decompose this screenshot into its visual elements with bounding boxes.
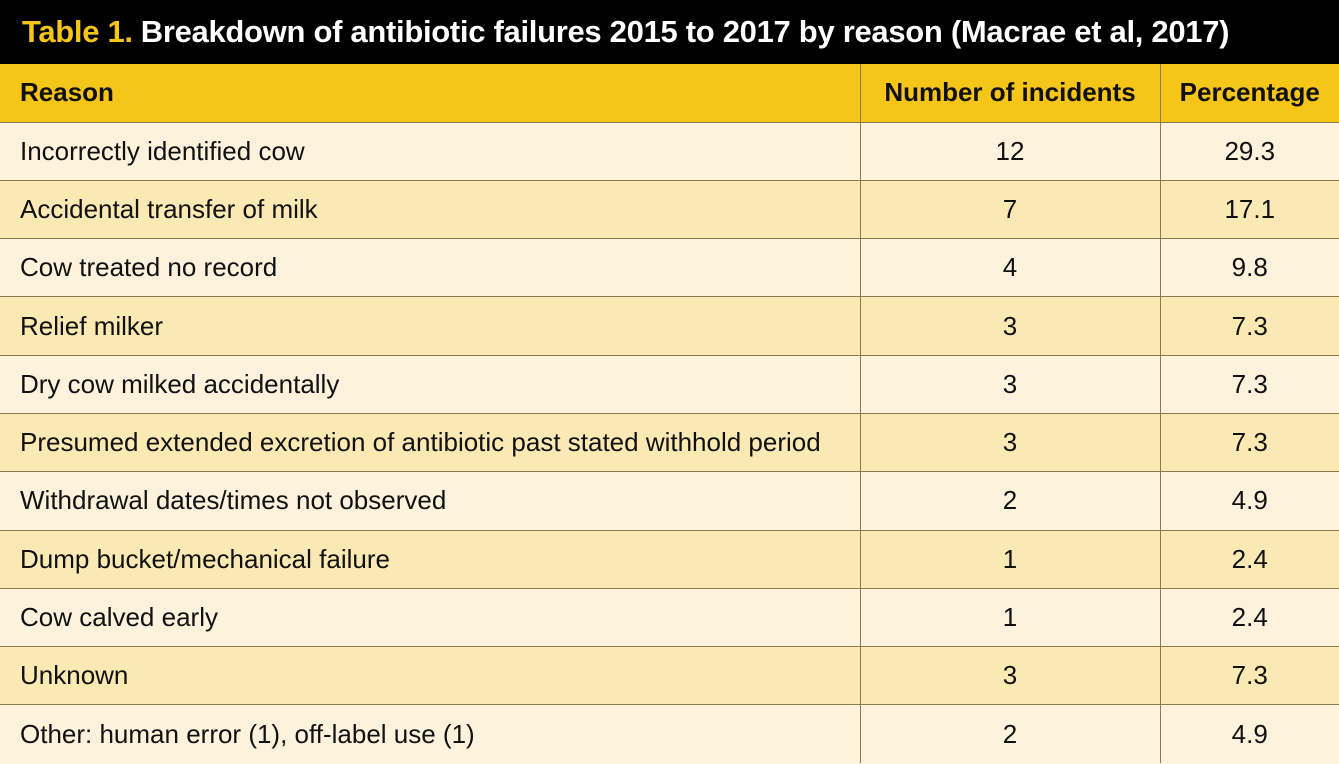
cell-reason: Withdrawal dates/times not observed xyxy=(0,471,861,531)
table-row: Relief milker 3 7.3 xyxy=(0,296,1339,356)
cell-reason: Incorrectly identified cow xyxy=(0,122,861,181)
table-row: Dump bucket/mechanical failure 1 2.4 xyxy=(0,530,1339,589)
cell-percentage: 7.3 xyxy=(1160,355,1339,414)
cell-reason: Accidental transfer of milk xyxy=(0,180,861,240)
header-percentage: Percentage xyxy=(1160,64,1339,123)
table-row: Unknown 3 7.3 xyxy=(0,646,1339,706)
cell-percentage: 17.1 xyxy=(1160,180,1339,240)
table-row: Cow treated no record 4 9.8 xyxy=(0,238,1339,298)
table-title: Table 1. Breakdown of antibiotic failure… xyxy=(0,0,1339,64)
cell-percentage: 4.9 xyxy=(1160,704,1339,764)
cell-percentage: 4.9 xyxy=(1160,471,1339,531)
table-row: Dry cow milked accidentally 3 7.3 xyxy=(0,355,1339,414)
cell-incidents: 3 xyxy=(860,646,1161,706)
cell-percentage: 7.3 xyxy=(1160,646,1339,706)
data-table: Reason Number of incidents Percentage In… xyxy=(0,64,1339,764)
table-row: Accidental transfer of milk 7 17.1 xyxy=(0,180,1339,240)
header-row: Reason Number of incidents Percentage xyxy=(0,64,1339,123)
cell-percentage: 9.8 xyxy=(1160,238,1339,298)
cell-reason: Cow treated no record xyxy=(0,238,861,298)
cell-reason: Other: human error (1), off-label use (1… xyxy=(0,704,861,764)
table-title-text: Breakdown of antibiotic failures 2015 to… xyxy=(140,14,1230,49)
cell-reason: Dry cow milked accidentally xyxy=(0,355,861,414)
table-number-label: Table 1. xyxy=(22,14,133,49)
cell-reason: Dump bucket/mechanical failure xyxy=(0,530,861,589)
cell-reason: Cow calved early xyxy=(0,588,861,648)
cell-incidents: 3 xyxy=(860,296,1161,356)
cell-percentage: 2.4 xyxy=(1160,588,1339,648)
header-number-of-incidents: Number of incidents xyxy=(860,64,1161,123)
table-row: Other: human error (1), off-label use (1… xyxy=(0,704,1339,764)
cell-incidents: 1 xyxy=(860,530,1161,589)
table-row: Withdrawal dates/times not observed 2 4.… xyxy=(0,471,1339,531)
table-row: Cow calved early 1 2.4 xyxy=(0,588,1339,648)
cell-reason: Presumed extended excretion of antibioti… xyxy=(0,413,861,473)
header-reason: Reason xyxy=(0,64,861,123)
cell-incidents: 2 xyxy=(860,471,1161,531)
cell-reason: Relief milker xyxy=(0,296,861,356)
cell-percentage: 2.4 xyxy=(1160,530,1339,589)
cell-incidents: 3 xyxy=(860,413,1161,473)
cell-incidents: 4 xyxy=(860,238,1161,298)
table-row: Presumed extended excretion of antibioti… xyxy=(0,413,1339,473)
cell-reason: Unknown xyxy=(0,646,861,706)
cell-incidents: 3 xyxy=(860,355,1161,414)
cell-incidents: 7 xyxy=(860,180,1161,240)
table-row: Incorrectly identified cow 12 29.3 xyxy=(0,122,1339,181)
cell-incidents: 12 xyxy=(860,122,1161,181)
cell-incidents: 2 xyxy=(860,704,1161,764)
cell-percentage: 29.3 xyxy=(1160,122,1339,181)
cell-percentage: 7.3 xyxy=(1160,413,1339,473)
cell-percentage: 7.3 xyxy=(1160,296,1339,356)
cell-incidents: 1 xyxy=(860,588,1161,648)
